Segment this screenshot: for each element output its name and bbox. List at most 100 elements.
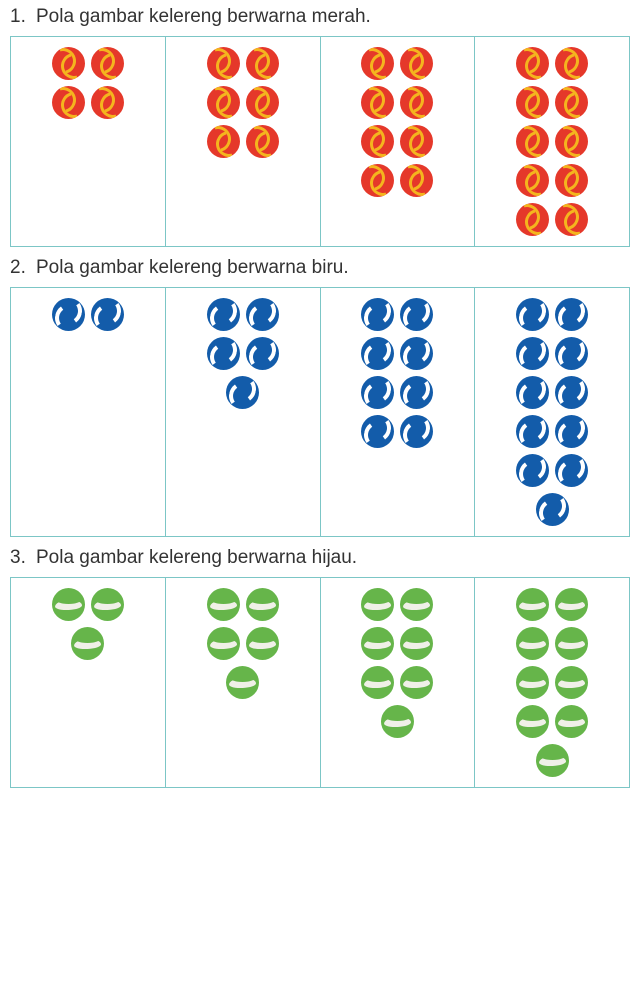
question-number: 3.	[10, 547, 36, 569]
pattern-grid	[10, 36, 630, 247]
red-marble-icon	[52, 86, 85, 119]
marble-row	[52, 86, 124, 119]
marble-group	[361, 588, 433, 738]
blue-marble-icon	[400, 415, 433, 448]
red-marble-icon	[207, 86, 240, 119]
green-marble-icon	[226, 666, 259, 699]
green-marble-icon	[536, 744, 569, 777]
red-marble-icon	[246, 125, 279, 158]
marble-row	[361, 164, 433, 197]
pattern-cell	[475, 36, 630, 247]
blue-marble-icon	[361, 298, 394, 331]
blue-marble-icon	[516, 337, 549, 370]
red-marble-icon	[400, 125, 433, 158]
blue-marble-icon	[226, 376, 259, 409]
marble-row	[207, 588, 279, 621]
green-marble-icon	[400, 627, 433, 660]
green-marble-icon	[400, 666, 433, 699]
red-marble-icon	[555, 125, 588, 158]
blue-marble-icon	[400, 337, 433, 370]
marble-group	[52, 47, 124, 119]
marble-row	[361, 86, 433, 119]
marble-row	[516, 298, 588, 331]
red-marble-icon	[361, 47, 394, 80]
green-marble-icon	[52, 588, 85, 621]
marble-row	[516, 415, 588, 448]
marble-row	[207, 627, 279, 660]
pattern-cell	[166, 287, 321, 537]
red-marble-icon	[361, 125, 394, 158]
marble-row	[516, 666, 588, 699]
green-marble-icon	[516, 627, 549, 660]
green-marble-icon	[516, 588, 549, 621]
pattern-cell	[166, 577, 321, 788]
green-marble-icon	[555, 705, 588, 738]
blue-marble-icon	[536, 493, 569, 526]
question-text: Pola gambar kelereng berwarna merah.	[36, 6, 371, 28]
marble-row	[516, 454, 588, 487]
marble-row	[516, 337, 588, 370]
blue-marble-icon	[246, 298, 279, 331]
red-marble-icon	[516, 47, 549, 80]
marble-row	[516, 47, 588, 80]
blue-marble-icon	[555, 376, 588, 409]
pattern-cell	[10, 287, 166, 537]
blue-marble-icon	[361, 376, 394, 409]
marble-row	[71, 627, 104, 660]
question-heading: 3.Pola gambar kelereng berwarna hijau.	[10, 547, 630, 569]
green-marble-icon	[361, 666, 394, 699]
question-heading: 1.Pola gambar kelereng berwarna merah.	[10, 6, 630, 28]
blue-marble-icon	[207, 298, 240, 331]
marble-row	[361, 298, 433, 331]
marble-row	[207, 86, 279, 119]
marble-group	[207, 298, 279, 409]
blue-marble-icon	[555, 337, 588, 370]
green-marble-icon	[207, 627, 240, 660]
blue-marble-icon	[52, 298, 85, 331]
red-marble-icon	[516, 203, 549, 236]
green-marble-icon	[361, 588, 394, 621]
red-marble-icon	[207, 47, 240, 80]
red-marble-icon	[555, 47, 588, 80]
marble-group	[516, 588, 588, 777]
marble-row	[226, 666, 259, 699]
marble-row	[361, 666, 433, 699]
marble-group	[52, 588, 124, 660]
green-marble-icon	[91, 588, 124, 621]
marble-row	[516, 164, 588, 197]
green-marble-icon	[361, 627, 394, 660]
marble-group	[516, 298, 588, 526]
marble-group	[361, 47, 433, 197]
blue-marble-icon	[555, 454, 588, 487]
green-marble-icon	[246, 627, 279, 660]
red-marble-icon	[555, 203, 588, 236]
marble-row	[516, 627, 588, 660]
red-marble-icon	[246, 86, 279, 119]
pattern-cell	[321, 36, 476, 247]
question-text: Pola gambar kelereng berwarna biru.	[36, 257, 349, 279]
marble-group	[361, 298, 433, 448]
pattern-cell	[10, 36, 166, 247]
question-2: 2.Pola gambar kelereng berwarna biru.	[10, 257, 630, 537]
question-1: 1.Pola gambar kelereng berwarna merah.	[10, 6, 630, 247]
question-number: 1.	[10, 6, 36, 28]
green-marble-icon	[555, 666, 588, 699]
marble-row	[226, 376, 259, 409]
blue-marble-icon	[516, 298, 549, 331]
green-marble-icon	[555, 627, 588, 660]
green-marble-icon	[207, 588, 240, 621]
marble-row	[207, 125, 279, 158]
marble-row	[516, 376, 588, 409]
red-marble-icon	[555, 164, 588, 197]
marble-row	[516, 588, 588, 621]
pattern-cell	[321, 287, 476, 537]
red-marble-icon	[91, 47, 124, 80]
marble-row	[361, 588, 433, 621]
blue-marble-icon	[400, 298, 433, 331]
blue-marble-icon	[207, 337, 240, 370]
pattern-grid	[10, 287, 630, 537]
blue-marble-icon	[361, 415, 394, 448]
blue-marble-icon	[516, 376, 549, 409]
marble-row	[207, 47, 279, 80]
blue-marble-icon	[246, 337, 279, 370]
